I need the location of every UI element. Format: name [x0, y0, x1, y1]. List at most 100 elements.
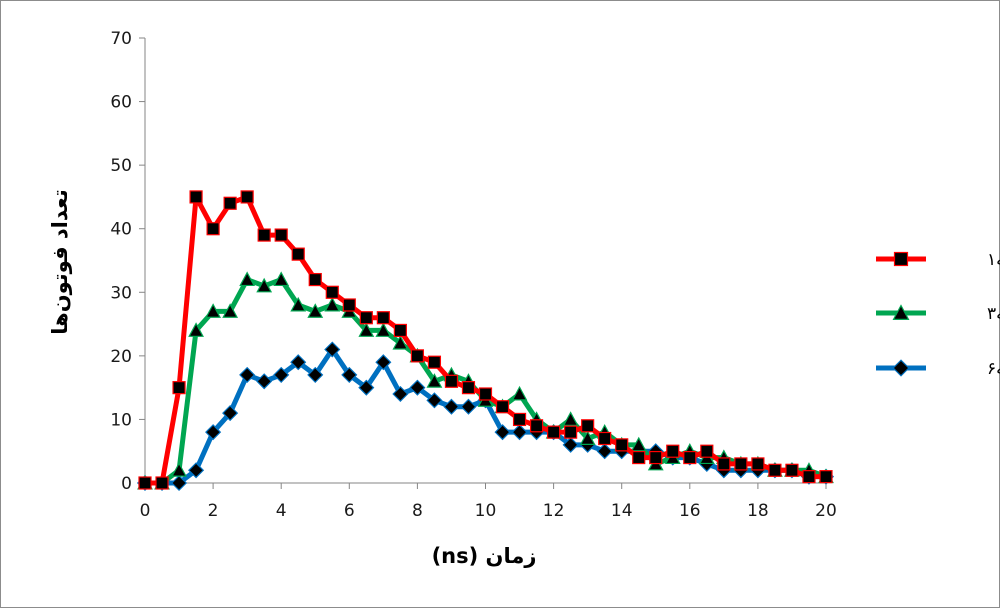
data-point: [188, 322, 204, 337]
data-point: [239, 271, 256, 287]
data-point: [274, 228, 288, 242]
data-point: [893, 251, 909, 267]
legend-label: خانه۳: [987, 304, 1000, 324]
x-tick-label: 8: [412, 501, 423, 521]
data-point: [359, 311, 373, 325]
data-point: [223, 196, 237, 210]
data-point: [410, 349, 424, 363]
x-tick-label: 12: [543, 501, 565, 521]
data-point: [392, 385, 409, 403]
data-point: [700, 444, 714, 458]
data-point: [358, 322, 375, 337]
data-point: [324, 296, 341, 312]
data-point: [511, 424, 528, 441]
series-1: [138, 190, 833, 490]
data-point: [341, 366, 358, 383]
y-tick-label: 60: [110, 93, 132, 113]
x-tick-label: 4: [276, 501, 287, 521]
data-point: [307, 303, 324, 318]
legend-item: خانه۳: [876, 304, 1000, 324]
data-point: [751, 457, 765, 471]
data-point: [426, 392, 443, 409]
data-point: [564, 425, 578, 439]
data-point: [666, 444, 680, 458]
series-line: [145, 194, 826, 486]
data-point: [409, 379, 426, 396]
data-point: [189, 190, 203, 204]
series-layer: [136, 190, 835, 492]
data-point: [206, 222, 220, 236]
data-point: [596, 443, 613, 460]
data-point: [768, 463, 782, 477]
data-point: [630, 436, 647, 452]
data-point: [785, 463, 799, 477]
data-point: [324, 341, 341, 358]
data-point: [819, 470, 833, 484]
data-point: [478, 387, 493, 401]
x-tick-label: 6: [344, 501, 355, 521]
data-point: [172, 381, 186, 395]
y-axis: 0 10 20 30 40 50 60 70: [110, 29, 146, 494]
data-point: [579, 430, 596, 445]
data-point: [290, 354, 307, 371]
legend-label: خانه۱: [987, 250, 1000, 270]
data-point: [188, 462, 205, 479]
x-axis: 0 2 4 6 8 10 12 14 16 18 20: [140, 482, 837, 521]
legend-item: خانه۶: [876, 359, 1000, 379]
data-point: [325, 285, 339, 299]
x-tick-label: 16: [679, 501, 701, 521]
data-point: [717, 457, 731, 471]
data-point: [461, 381, 476, 395]
data-point: [239, 366, 256, 383]
y-tick-label: 40: [110, 220, 132, 240]
y-tick-label: 30: [110, 283, 132, 303]
data-point: [376, 311, 390, 325]
data-point: [615, 438, 629, 452]
data-point: [649, 450, 663, 465]
data-point: [511, 385, 528, 401]
data-point: [375, 354, 392, 371]
data-point: [205, 424, 222, 441]
data-point: [138, 476, 152, 490]
data-point: [308, 272, 322, 287]
data-point: [222, 405, 239, 422]
data-point: [171, 462, 187, 477]
data-point: [273, 271, 290, 287]
x-tick-label: 10: [475, 501, 497, 521]
data-point: [426, 373, 443, 388]
data-point: [632, 450, 646, 465]
data-point: [529, 419, 544, 433]
y-tick-label: 70: [110, 29, 132, 49]
x-tick-label: 0: [140, 501, 151, 521]
x-tick-label: 14: [611, 501, 633, 521]
y-tick-label: 10: [110, 410, 132, 430]
y-axis-title: تعداد فوتون‌ها: [48, 189, 72, 335]
data-point: [562, 436, 579, 453]
x-tick-label: 2: [208, 501, 219, 521]
x-tick-label: 18: [747, 501, 769, 521]
x-axis-title: زمان (ns): [432, 544, 537, 568]
data-point: [460, 398, 477, 415]
data-point: [256, 373, 273, 390]
data-point: [240, 190, 254, 204]
data-point: [358, 379, 375, 396]
data-point: [205, 303, 222, 318]
data-point: [256, 277, 273, 293]
data-point: [307, 366, 324, 383]
data-point: [427, 355, 442, 369]
data-point: [171, 474, 188, 492]
data-point: [290, 296, 307, 312]
x-tick-label: 20: [815, 501, 837, 521]
data-point: [392, 334, 409, 350]
data-point: [892, 359, 910, 377]
data-point: [444, 374, 459, 388]
data-point: [342, 298, 356, 312]
data-point: [892, 304, 910, 320]
data-point: [257, 228, 271, 242]
data-point: [562, 411, 579, 426]
data-point: [683, 450, 697, 465]
data-point: [222, 303, 239, 318]
legend: خانه۱ خانه۳ خانه۶: [876, 250, 1000, 379]
